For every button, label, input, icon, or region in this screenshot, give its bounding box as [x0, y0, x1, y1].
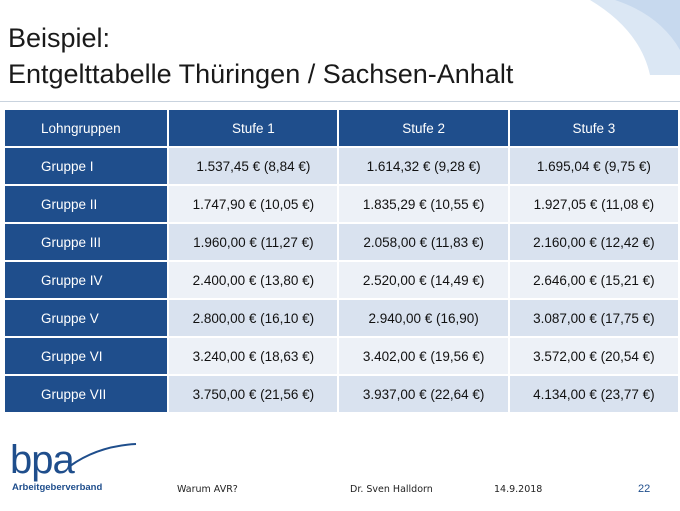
footer-date: 14.9.2018 — [494, 484, 543, 495]
table-cell: 3.572,00 € (20,54 €) — [509, 338, 678, 374]
table-cell: 4.134,00 € (23,77 €) — [509, 376, 678, 412]
table-cell: 2.058,00 € (11,83 €) — [339, 224, 508, 260]
slide-footer: bpa Arbeitgeberverband Warum AVR? Dr. Sv… — [0, 438, 680, 511]
table-row: Gruppe I 1.537,45 € (8,84 €) 1.614,32 € … — [5, 148, 678, 184]
row-header: Gruppe II — [5, 186, 168, 222]
corner-decoration — [590, 0, 680, 75]
table-cell: 2.646,00 € (15,21 €) — [509, 262, 678, 298]
table-cell: 1.927,05 € (11,08 €) — [509, 186, 678, 222]
table-cell: 2.940,00 € (16,90) — [339, 300, 508, 336]
row-header: Gruppe VI — [5, 338, 168, 374]
table-cell: 1.614,32 € (9,28 €) — [339, 148, 508, 184]
footer-author: Dr. Sven Halldorn — [350, 484, 433, 495]
slide-title-line-1: Beispiel: — [8, 23, 111, 53]
table-cell: 1.747,90 € (10,05 €) — [169, 186, 338, 222]
table-cell: 1.695,04 € (9,75 €) — [509, 148, 678, 184]
pay-scale-table: Lohngruppen Stufe 1 Stufe 2 Stufe 3 Grup… — [3, 108, 680, 414]
column-header-stufe-1: Stufe 1 — [169, 110, 338, 146]
table-cell: 2.160,00 € (12,42 €) — [509, 224, 678, 260]
row-header: Gruppe III — [5, 224, 168, 260]
row-header: Gruppe I — [5, 148, 168, 184]
table-cell: 1.537,45 € (8,84 €) — [169, 148, 338, 184]
column-header-stufe-3: Stufe 3 — [509, 110, 678, 146]
bpa-logo: bpa Arbeitgeberverband — [10, 438, 137, 496]
table-cell: 1.960,00 € (11,27 €) — [169, 224, 338, 260]
table-row: Gruppe II 1.747,90 € (10,05 €) 1.835,29 … — [5, 186, 678, 222]
slide-title-line-2: Entgelttabelle Thüringen / Sachsen-Anhal… — [8, 59, 514, 89]
title-divider — [0, 101, 680, 102]
table-row: Gruppe VI 3.240,00 € (18,63 €) 3.402,00 … — [5, 338, 678, 374]
table-cell: 3.937,00 € (22,64 €) — [339, 376, 508, 412]
table-header-row: Lohngruppen Stufe 1 Stufe 2 Stufe 3 — [5, 110, 678, 146]
row-header: Gruppe IV — [5, 262, 168, 298]
table-row: Gruppe III 1.960,00 € (11,27 €) 2.058,00… — [5, 224, 678, 260]
table-cell: 2.520,00 € (14,49 €) — [339, 262, 508, 298]
slide-title: Beispiel: Entgelttabelle Thüringen / Sac… — [8, 20, 668, 92]
table-cell: 3.087,00 € (17,75 €) — [509, 300, 678, 336]
row-header: Gruppe VII — [5, 376, 168, 412]
table-cell: 2.400,00 € (13,80 €) — [169, 262, 338, 298]
corner-header: Lohngruppen — [5, 110, 168, 146]
logo-subtitle: Arbeitgeberverband — [12, 482, 103, 493]
table-cell: 1.835,29 € (10,55 €) — [339, 186, 508, 222]
table-cell: 3.402,00 € (19,56 €) — [339, 338, 508, 374]
logo-wordmark: bpa — [10, 438, 75, 482]
column-header-stufe-2: Stufe 2 — [339, 110, 508, 146]
table-row: Gruppe IV 2.400,00 € (13,80 €) 2.520,00 … — [5, 262, 678, 298]
table-row: Gruppe V 2.800,00 € (16,10 €) 2.940,00 €… — [5, 300, 678, 336]
table-cell: 3.750,00 € (21,56 €) — [169, 376, 338, 412]
table-row: Gruppe VII 3.750,00 € (21,56 €) 3.937,00… — [5, 376, 678, 412]
logo-swoosh-icon — [69, 443, 137, 467]
page-number: 22 — [638, 483, 651, 495]
row-header: Gruppe V — [5, 300, 168, 336]
table-cell: 3.240,00 € (18,63 €) — [169, 338, 338, 374]
footer-topic: Warum AVR? — [177, 484, 238, 495]
table-cell: 2.800,00 € (16,10 €) — [169, 300, 338, 336]
